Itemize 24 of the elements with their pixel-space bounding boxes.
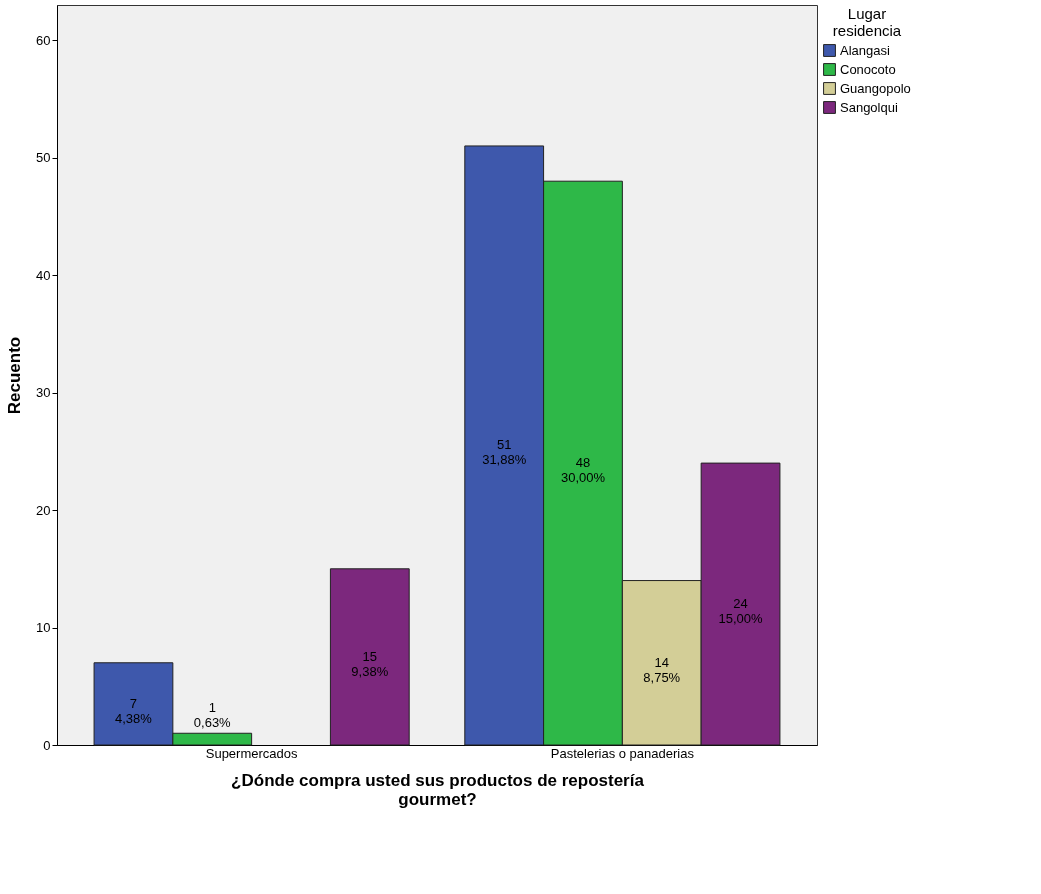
x-tick-label: Pastelerias o panaderias: [550, 745, 695, 761]
y-tick-label: 10: [36, 620, 51, 636]
y-axis-title: Recuento: [5, 336, 25, 415]
y-tick-label: 40: [36, 267, 51, 283]
data-label: 51 31,88%: [482, 437, 527, 468]
y-tick-label: 30: [36, 385, 51, 401]
y-tick-label: 60: [36, 32, 51, 48]
data-label: 14 8,75%: [643, 654, 681, 685]
legend-title: Lugar residencia: [832, 5, 902, 39]
data-label: 24 15,00%: [718, 596, 764, 627]
data-label: 7 4,38%: [115, 695, 153, 726]
y-tick-label: 50: [36, 150, 51, 166]
legend-label: Sangolqui: [840, 99, 898, 115]
data-label: 15 9,38%: [351, 648, 389, 679]
data-label: 1 0,63%: [193, 700, 232, 730]
data-label: 48 30,00%: [560, 455, 606, 486]
legend-label: Alangasi: [840, 42, 890, 58]
legend-label: Guangopolo: [840, 80, 911, 96]
x-axis-title: ¿Dónde compra usted sus productos de repostería gourmet?: [231, 770, 645, 809]
legend-label: Conocoto: [840, 61, 896, 77]
bar: [329, 568, 410, 746]
y-tick-label: 20: [36, 502, 51, 518]
x-tick-label: Supermercados: [205, 745, 299, 761]
y-tick-label: 0: [43, 737, 51, 753]
